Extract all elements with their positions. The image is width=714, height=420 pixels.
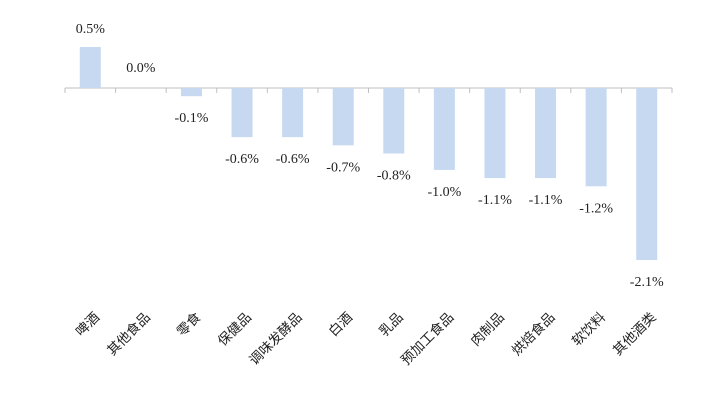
bar-0	[79, 47, 101, 88]
bar-2	[180, 88, 202, 97]
data-label-3: -0.6%	[225, 152, 259, 167]
bar-6	[383, 88, 405, 154]
axis-ticks-group	[64, 88, 673, 93]
category-label-10: 软饮料	[569, 309, 609, 349]
bar-11	[636, 88, 658, 260]
bar-7	[433, 88, 455, 170]
category-label-8: 肉制品	[468, 310, 508, 350]
bar-8	[484, 88, 506, 179]
data-label-2: -0.1%	[175, 111, 209, 126]
category-label-1: 其他食品	[103, 309, 153, 359]
data-label-8: -1.1%	[478, 193, 512, 208]
bar-4	[282, 88, 304, 138]
data-label-7: -1.0%	[427, 185, 461, 200]
bar-5	[332, 88, 354, 146]
data-label-10: -1.2%	[579, 201, 613, 216]
category-label-11: 其他酒类	[610, 310, 659, 359]
bars-group	[79, 47, 658, 260]
category-label-2: 零食	[173, 308, 204, 339]
data-label-6: -0.8%	[377, 169, 411, 184]
category-label-9: 烘焙食品	[508, 309, 558, 359]
category-label-5: 白酒	[326, 310, 356, 340]
category-label-7: 预加工食品	[397, 309, 457, 369]
data-labels-group: 0.5% 0.0% -0.1% -0.6% -0.6% -0.7% -0.8% -1.0% -1…	[76, 22, 664, 290]
data-label-5: -0.7%	[326, 160, 360, 175]
bar-10	[585, 88, 607, 187]
bar-9	[535, 88, 557, 179]
category-label-3: 保健品	[215, 310, 255, 350]
category-label-0: 啤酒	[73, 310, 103, 340]
data-label-1: 0.0%	[126, 61, 156, 76]
data-label-4: -0.6%	[276, 152, 310, 167]
data-label-11: -2.1%	[630, 275, 664, 290]
category-label-6: 乳品	[376, 310, 406, 340]
data-label-0: 0.5%	[76, 22, 106, 37]
bar-3	[231, 88, 253, 138]
data-label-9: -1.1%	[529, 193, 563, 208]
category-label-4: 调味发酵品	[246, 310, 305, 369]
